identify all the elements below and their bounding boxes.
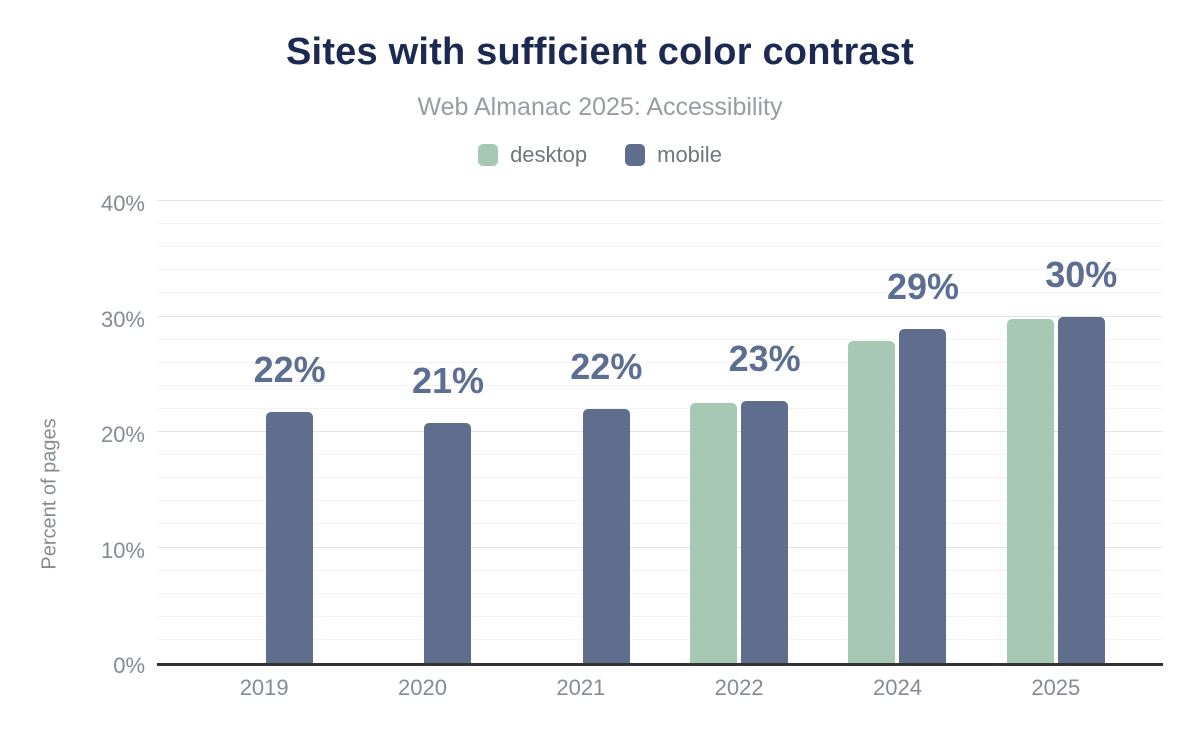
gridline-minor [157,477,1163,479]
x-tick-label-2022: 2022 [714,675,764,700]
bar-mobile-2024[interactable] [899,329,947,663]
gridline-major [157,546,1163,548]
bar-pair [690,400,789,663]
x-tick-label-2021: 2021 [556,675,606,700]
bar-group-2024: 29% [818,204,976,663]
bar-groups: 22% 21% 22% 23% 29% 30% [157,204,1163,663]
bar-desktop-2022[interactable] [690,403,738,663]
bar-mobile-2022[interactable] [741,400,789,663]
gridline-minor [157,592,1163,594]
bar-slot-mobile [424,422,472,663]
x-tick-label-2024: 2024 [873,675,922,700]
x-tick-label-2025: 2025 [1031,675,1081,700]
bar-slot-mobile [899,329,947,663]
gridline-minor [157,269,1163,271]
bar-slot-desktop [690,403,738,663]
bar-group-2021: 22% [502,204,660,663]
bar-group-2022: 23% [660,204,818,663]
legend-label-mobile: mobile [657,142,722,167]
legend-item-desktop[interactable]: desktop [478,142,587,168]
data-label-2020: 21% [411,359,485,401]
bar-mobile-2025[interactable] [1057,316,1105,663]
gridline-minor [157,384,1163,386]
gridline-minor [157,338,1163,340]
bar-pair [848,329,947,663]
bar-desktop-2024[interactable] [848,340,896,663]
gridline-minor [157,454,1163,456]
chart-subtitle: Web Almanac 2025: Accessibility [417,93,783,121]
bar-slot-mobile [741,400,789,663]
bar-group-2019: 22% [185,204,343,663]
data-label-2022: 23% [728,337,801,379]
data-label-2024: 29% [886,266,959,308]
data-label-2021: 22% [570,345,643,387]
gridline-major [157,315,1163,317]
gridline-minor [157,223,1163,225]
y-axis-tick-labels: 0% 10% 20% 30% 40% [0,193,145,677]
gridline-minor [157,246,1163,248]
bar-mobile-2020[interactable] [424,422,472,663]
bar-group-2025: 30% [977,204,1135,663]
y-tick-label: 0% [113,653,145,678]
gridline-minor [157,361,1163,363]
y-tick-label: 40% [100,191,145,216]
desktop-swatch-icon [478,144,499,166]
bar-desktop-2025[interactable] [1006,318,1054,663]
y-tick-label: 30% [100,306,145,332]
bar-slot-mobile [582,408,630,663]
legend-label-desktop: desktop [510,142,588,167]
gridline-minor [157,638,1163,640]
plot-area: 22% 21% 22% 23% 29% 30% [157,200,1163,666]
x-tick-label-2019: 2019 [239,675,289,700]
data-label-2019: 22% [253,349,326,391]
gridline-minor [157,292,1163,294]
chart-title: Sites with sufficient color contrast [286,31,914,73]
x-axis-tick-labels: 2019 2020 2021 2022 2024 2025 [157,675,1163,701]
legend: desktop mobile [0,142,1200,168]
data-label-2025: 30% [1045,253,1118,295]
gridline-major [157,431,1163,432]
mobile-swatch-icon [625,144,646,166]
gridline-minor [157,500,1163,502]
x-tick-label-2020: 2020 [398,675,447,700]
gridline-minor [157,569,1163,571]
bar-mobile-2019[interactable] [266,412,314,663]
bar-slot-mobile [266,412,314,663]
legend-item-mobile[interactable]: mobile [625,142,722,168]
bar-mobile-2021[interactable] [582,408,630,663]
bar-pair [532,408,630,663]
gridline-minor [157,615,1163,617]
bar-pair [215,412,314,663]
bar-slot-desktop [848,340,896,663]
gridline-major [157,200,1163,201]
y-tick-label: 10% [100,537,145,563]
bar-group-2020: 21% [343,204,501,663]
bar-slot-desktop [1006,318,1054,663]
bar-slot-mobile [1057,316,1105,663]
y-tick-label: 20% [100,422,145,447]
bar-pair [1006,316,1105,663]
bar-pair [373,422,472,663]
gridline-minor [157,523,1163,525]
gridline-minor [157,407,1163,409]
